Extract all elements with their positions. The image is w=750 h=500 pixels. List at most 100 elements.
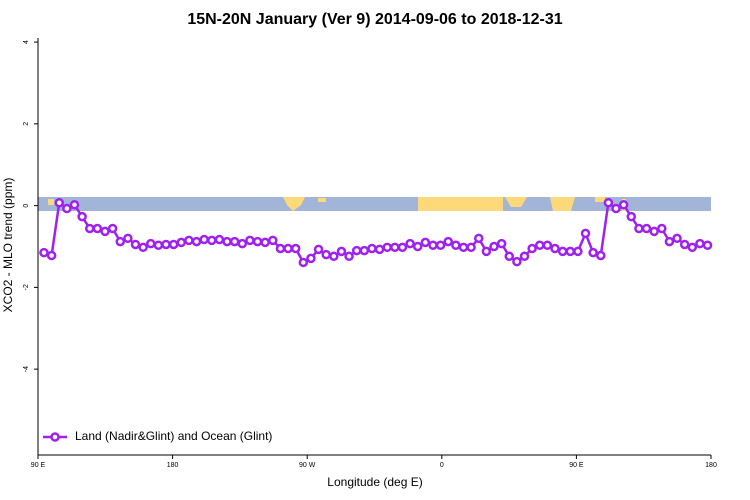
point (504, 251, 514, 262)
point (565, 246, 576, 257)
point (46, 250, 57, 261)
point (420, 237, 431, 248)
point (679, 239, 690, 250)
point (542, 240, 553, 251)
point (321, 249, 331, 260)
point (412, 241, 423, 252)
point (695, 238, 705, 249)
point (69, 200, 80, 210)
point (168, 239, 179, 250)
point (573, 246, 583, 257)
point (557, 246, 568, 257)
y-tick-label: 4 (23, 40, 30, 44)
point (199, 234, 209, 245)
point (268, 235, 278, 246)
point (54, 198, 64, 208)
x-axis-label: Longitude (deg E) (327, 475, 422, 489)
point (62, 203, 72, 214)
point (161, 239, 171, 250)
map-strip (38, 197, 711, 211)
point (252, 236, 263, 247)
legend-marker (50, 432, 60, 442)
point (618, 200, 629, 210)
x-tick-label: 90 E (569, 462, 584, 469)
point (107, 223, 118, 234)
point (214, 234, 225, 245)
point (527, 243, 537, 254)
point (146, 238, 156, 249)
x-tick-label: 90 W (299, 462, 316, 469)
point (359, 245, 370, 256)
point (367, 243, 377, 254)
point (191, 236, 202, 247)
x-tick-label: 180 (167, 462, 179, 469)
point (382, 242, 392, 253)
y-tick-label: 0 (23, 204, 30, 208)
point (245, 235, 255, 246)
point (222, 236, 232, 247)
point (123, 233, 133, 244)
point (428, 240, 438, 251)
point (84, 223, 95, 234)
point (435, 240, 446, 251)
point (390, 242, 400, 253)
y-tick-label: 2 (23, 122, 30, 126)
point (207, 235, 217, 246)
point (603, 198, 614, 208)
point (184, 235, 194, 246)
y-axis-label: XCO2 - MLO trend (ppm) (1, 178, 15, 313)
point (580, 228, 591, 239)
point (130, 239, 141, 250)
point (664, 236, 675, 247)
y-tick-label: -4 (23, 366, 30, 372)
point (634, 223, 644, 234)
point (489, 241, 499, 252)
series-line (43, 200, 708, 265)
point (138, 242, 148, 253)
point (443, 236, 453, 247)
point (596, 250, 606, 261)
point (672, 233, 682, 244)
point (550, 243, 560, 254)
point (473, 233, 484, 244)
point (374, 244, 385, 255)
point (176, 237, 187, 248)
x-tick-label: 90 E (31, 462, 46, 469)
point (687, 242, 698, 253)
point (641, 223, 652, 234)
point (306, 253, 316, 264)
point (649, 226, 659, 237)
point (298, 257, 309, 268)
point (77, 211, 87, 222)
chart-title: 15N-20N January (Ver 9) 2014-09-06 to 20… (187, 11, 562, 28)
point (237, 238, 248, 249)
point (100, 226, 110, 237)
point (344, 251, 354, 262)
point (702, 240, 713, 251)
point (397, 242, 408, 253)
point (336, 246, 347, 257)
point (329, 251, 339, 262)
point (115, 236, 126, 247)
point (458, 242, 469, 253)
point (451, 240, 461, 251)
point (519, 251, 530, 262)
point (611, 203, 621, 214)
point (313, 244, 324, 255)
point (351, 245, 362, 256)
point (496, 238, 507, 249)
point (229, 236, 240, 247)
point (405, 238, 415, 249)
point (626, 211, 637, 222)
point (466, 242, 476, 253)
point (92, 223, 103, 234)
point (481, 246, 492, 257)
point (290, 243, 301, 254)
point (535, 240, 545, 251)
point (657, 223, 667, 234)
point (588, 247, 598, 258)
point (260, 237, 270, 248)
point (283, 243, 293, 254)
